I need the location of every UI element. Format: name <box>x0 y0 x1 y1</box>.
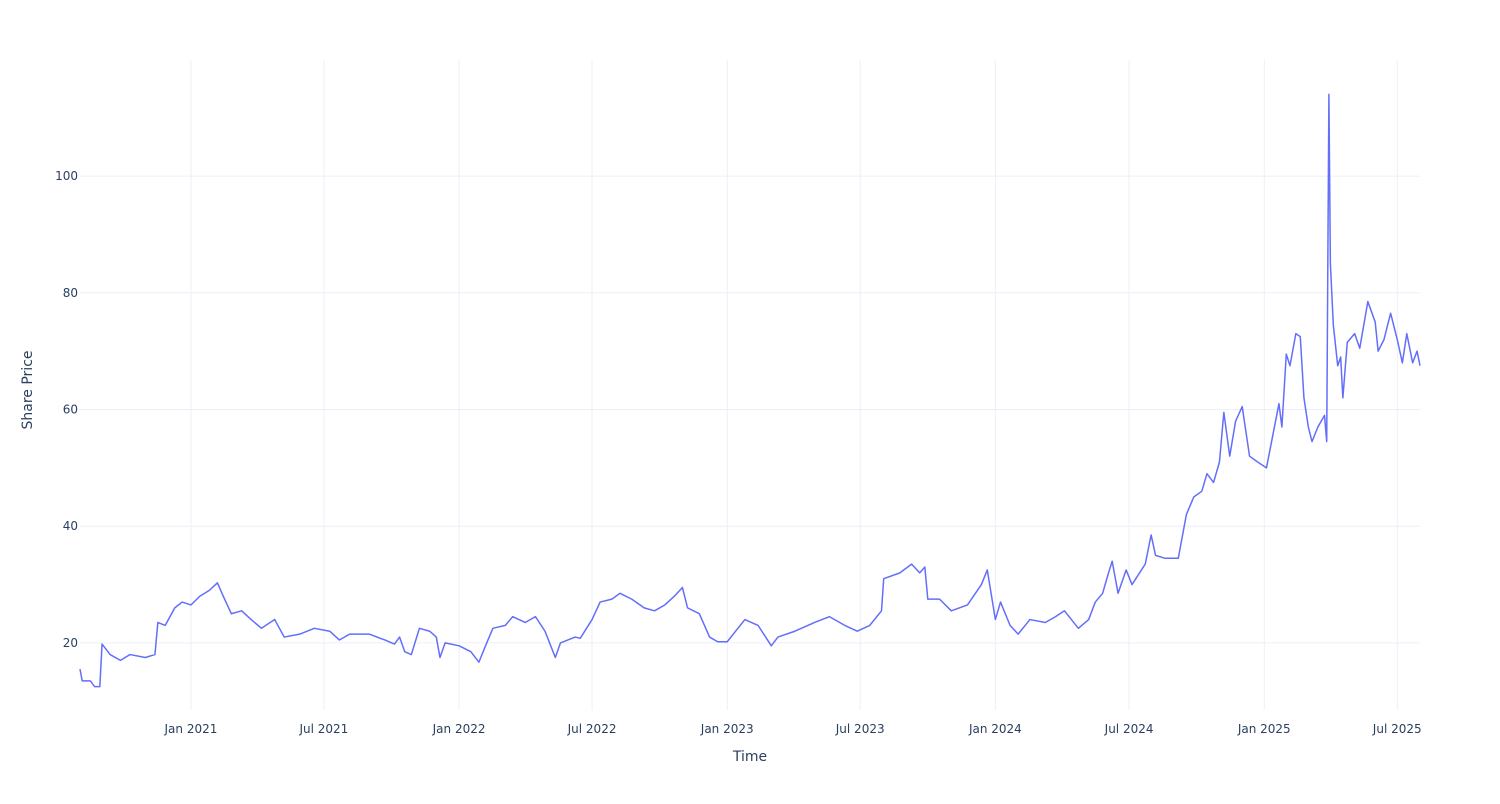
x-tick-label: Jul 2025 <box>1372 722 1422 736</box>
x-tick-label: Jan 2021 <box>164 722 218 736</box>
x-tick-label: Jul 2023 <box>835 722 885 736</box>
y-tick-label: 100 <box>55 169 78 183</box>
x-tick-label: Jan 2023 <box>700 722 754 736</box>
price-line <box>79 93 1421 688</box>
x-tick-label: Jul 2021 <box>298 722 348 736</box>
y-tick-label: 60 <box>63 403 78 417</box>
y-tick-label: 20 <box>63 636 78 650</box>
y-axis-title: Share Price <box>20 350 36 429</box>
x-axis-title: Time <box>732 749 767 765</box>
x-tick-label: Jan 2025 <box>1237 722 1291 736</box>
x-tick-label: Jan 2024 <box>968 722 1022 736</box>
x-tick-label: Jan 2022 <box>432 722 486 736</box>
x-tick-label: Jul 2022 <box>567 722 617 736</box>
y-tick-label: 40 <box>63 519 78 533</box>
x-tick-label: Jul 2024 <box>1104 722 1154 736</box>
y-tick-label: 80 <box>63 286 78 300</box>
